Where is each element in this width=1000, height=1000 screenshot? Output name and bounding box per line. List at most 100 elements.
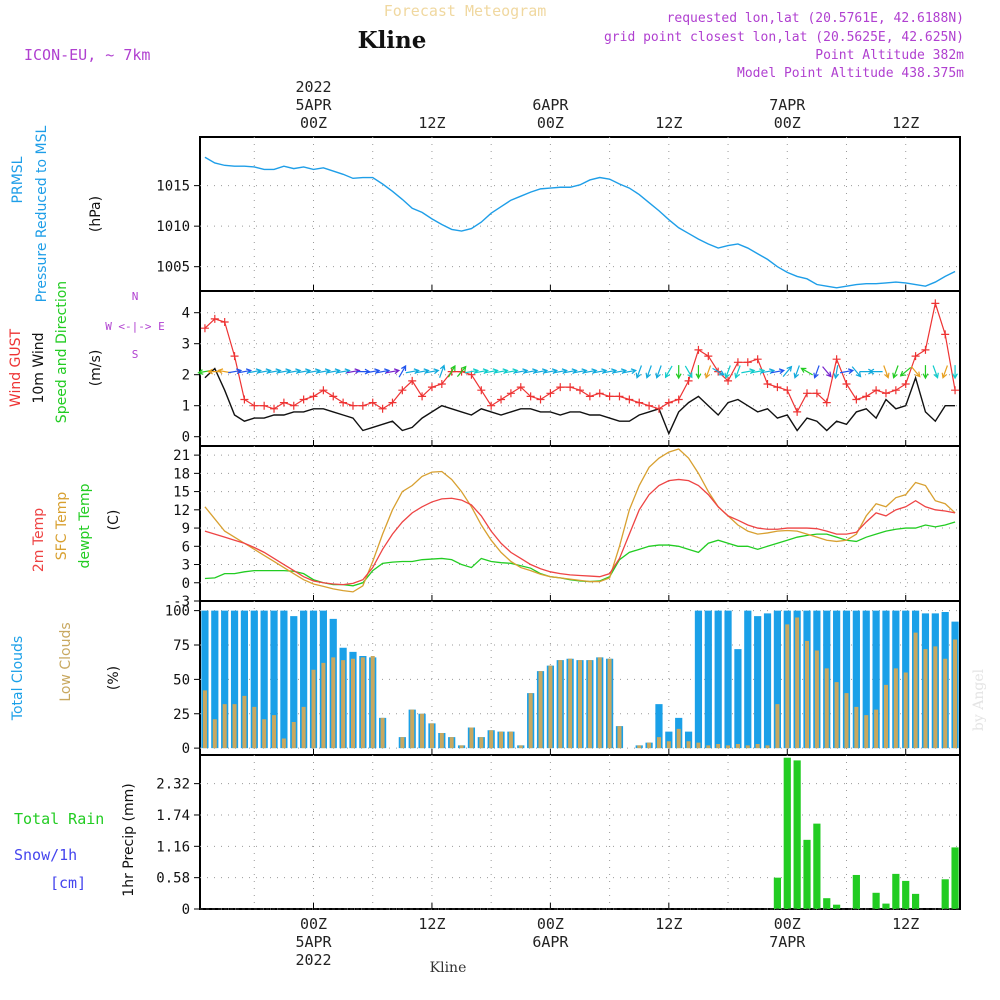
gust-marker	[329, 392, 338, 401]
pressure-panel: 1005 1010 1015 PRMSL Pressure Reduced to MSL…	[10, 125, 961, 302]
low-clouds-bar	[262, 719, 267, 749]
low-clouds-bar	[400, 737, 405, 749]
gust-marker	[319, 386, 328, 395]
low-clouds-bar	[360, 657, 365, 749]
panel-label: Total Rain	[14, 810, 104, 828]
gust-marker	[694, 345, 703, 354]
wind-direction-arrow	[910, 366, 921, 378]
gust-marker	[437, 380, 446, 388]
rain-bar	[793, 760, 801, 909]
total-clouds-bar	[240, 610, 249, 749]
wind-direction-arrow	[851, 366, 862, 378]
low-clouds-bar	[656, 737, 661, 749]
y-tick-label: 3	[182, 558, 190, 574]
gust-marker	[566, 383, 575, 392]
pressure-line	[204, 156, 956, 289]
low-clouds-bar	[923, 649, 928, 749]
y-tick-label: 2	[182, 368, 190, 384]
gust-marker	[674, 395, 683, 404]
gust-marker	[704, 352, 713, 361]
low-clouds-bar	[795, 617, 800, 749]
low-clouds-bar	[341, 660, 346, 749]
gust-marker	[210, 314, 219, 323]
gust-marker	[941, 330, 950, 339]
rain-bar	[892, 873, 900, 909]
low-clouds-bar	[647, 742, 652, 749]
rain-bar	[823, 898, 831, 909]
gust-marker	[309, 392, 318, 401]
y-tick-label: 12	[173, 503, 190, 519]
gust-marker	[664, 398, 673, 407]
low-clouds-bar	[548, 665, 553, 749]
gust-marker	[852, 395, 861, 404]
total-clouds-bar	[230, 610, 239, 749]
gust-marker	[279, 398, 288, 407]
compass-west-east: W <-|-> E	[105, 320, 165, 333]
y-axis-label: 1hr Precip (mm)	[121, 783, 137, 896]
wind-direction-arrow	[922, 365, 929, 380]
low-clouds-bar	[745, 745, 750, 749]
y-tick-label: 0.58	[156, 871, 190, 887]
top-time-label: 12Z	[892, 114, 919, 132]
wind-direction-arrow	[813, 365, 820, 379]
gust-marker	[753, 355, 762, 364]
low-clouds-bar	[864, 715, 869, 749]
sfc-temp-line	[204, 448, 956, 593]
low-clouds-bar	[716, 744, 721, 749]
y-tick-label: 21	[173, 448, 190, 464]
temp-2m-line	[204, 478, 956, 586]
gust-marker	[921, 345, 930, 354]
gust-marker	[418, 392, 427, 401]
gust-marker	[812, 389, 821, 398]
total-clouds-bar	[714, 610, 722, 749]
compass-north: N	[132, 290, 139, 303]
low-clouds-bar	[301, 706, 306, 749]
y-tick-label: 3	[182, 337, 190, 353]
low-clouds-bar	[459, 745, 464, 749]
low-clouds-bar	[350, 658, 355, 749]
gust-marker	[881, 389, 890, 398]
y-tick-label: 1005	[156, 260, 190, 276]
wind-direction-arrow	[800, 367, 813, 376]
total-clouds-bar	[744, 610, 752, 749]
y-tick-label: 0	[182, 902, 190, 918]
low-clouds-bar	[765, 745, 770, 749]
low-clouds-bar	[874, 709, 879, 749]
panel-label: 10m Wind	[31, 332, 47, 403]
y-tick-label: 1010	[156, 219, 190, 235]
total-clouds-bar	[211, 610, 219, 749]
gust-marker	[951, 386, 960, 395]
gust-marker	[793, 407, 802, 416]
rain-bar	[872, 892, 880, 909]
y-axis-label: (m/s)	[88, 350, 104, 387]
low-clouds-bar	[578, 660, 582, 749]
gust-marker	[595, 389, 604, 398]
low-clouds-bar	[311, 669, 316, 749]
gust-marker	[842, 380, 851, 388]
panel-label: Wind GUST	[8, 328, 24, 407]
gust-marker	[635, 398, 644, 407]
low-clouds-bar	[913, 632, 918, 749]
low-clouds-bar	[637, 745, 642, 749]
wind-direction-arrow	[398, 364, 407, 378]
low-clouds-bar	[499, 731, 504, 749]
low-clouds-bar	[933, 646, 938, 749]
low-clouds-bar	[726, 745, 731, 749]
low-clouds-bar	[380, 717, 385, 749]
total-clouds-bar	[754, 616, 762, 749]
y-tick-label: 1.16	[156, 839, 190, 855]
y-tick-label: -3	[173, 594, 190, 610]
total-clouds-bar	[763, 613, 772, 749]
top-time-label: 6APR	[532, 96, 569, 114]
gust-marker	[497, 395, 506, 404]
gust-marker	[803, 389, 812, 398]
gust-marker	[378, 404, 387, 413]
total-clouds-bar	[852, 610, 860, 749]
low-clouds-bar	[449, 737, 454, 749]
low-clouds-bar	[953, 639, 958, 749]
panel-label: Snow/1h	[14, 846, 77, 864]
y-tick-label: 100	[165, 604, 190, 620]
low-clouds-bar	[538, 671, 543, 749]
low-clouds-bar	[676, 728, 681, 749]
